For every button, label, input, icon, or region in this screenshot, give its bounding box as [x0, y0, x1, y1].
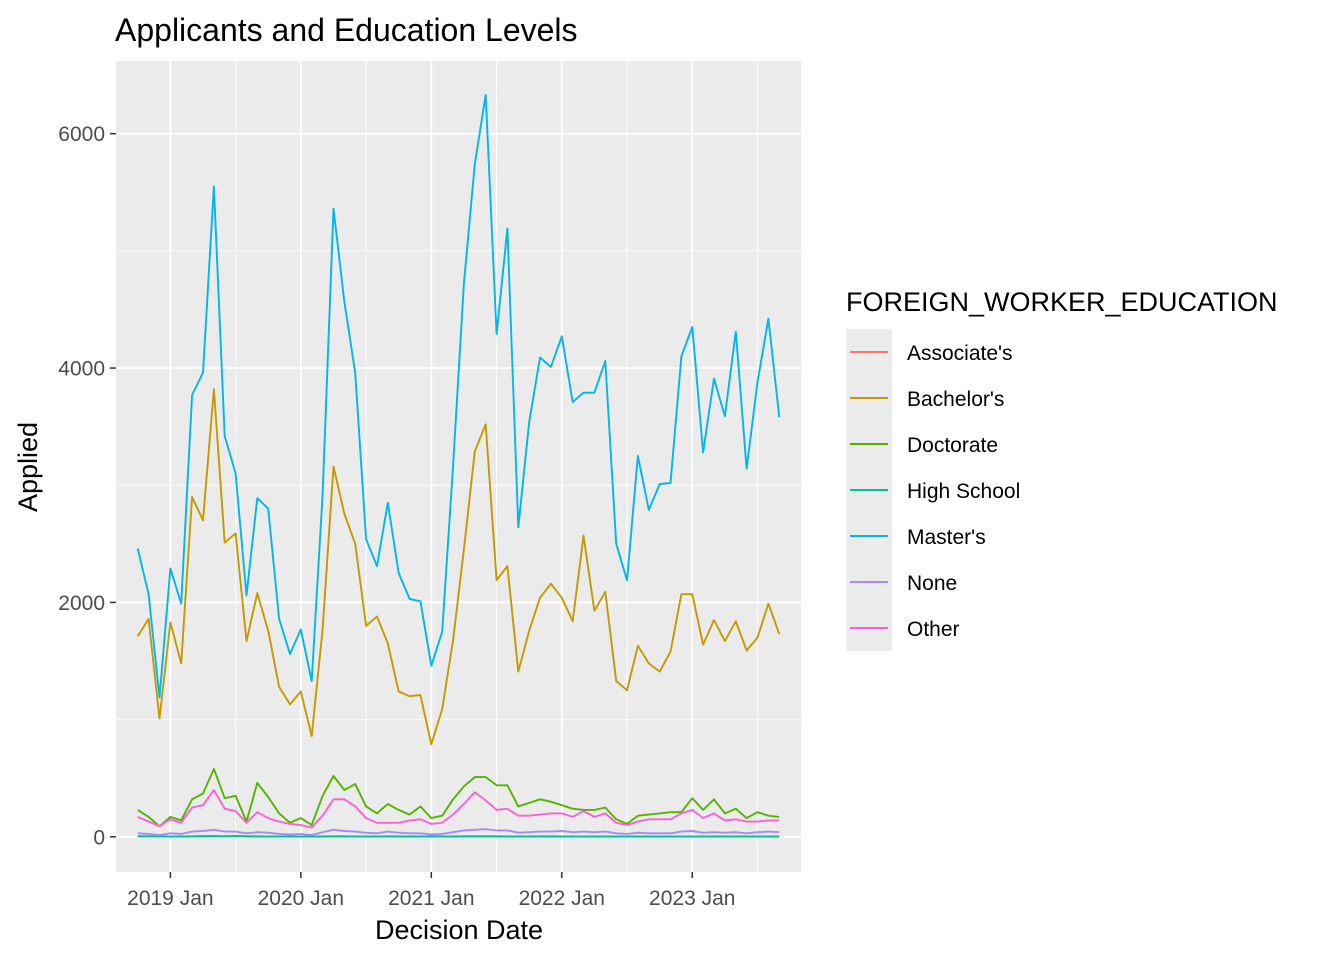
series-lines [136, 94, 781, 838]
minor-gridlines [116, 61, 801, 872]
x-tick-label: 2023 Jan [649, 887, 735, 910]
y-tick-label: 4000 [58, 358, 105, 381]
legend-label-associate-s: Associate's [907, 342, 1013, 365]
plot-panel [116, 61, 801, 872]
series-line-doctorate [137, 767, 780, 828]
y-axis: 0 2000 4000 6000 [58, 123, 116, 849]
series-line-high-school [137, 835, 780, 838]
legend-label-other: Other [907, 618, 960, 641]
x-tick-label: 2022 Jan [519, 887, 605, 910]
legend-title: FOREIGN_WORKER_EDUCATION [846, 287, 1278, 317]
x-axis: 2019 Jan 2020 Jan 2021 Jan 2022 Jan 2023 Jan [127, 872, 735, 910]
x-axis-title: Decision Date [375, 915, 543, 945]
legend-items: Associate's Bachelor's Doctorate High Schoo… [850, 342, 1020, 641]
series-line-other [137, 789, 780, 829]
legend: FOREIGN_WORKER_EDUCATION Associate's Bach… [846, 287, 1278, 651]
x-tick-label: 2019 Jan [127, 887, 213, 910]
series-line-master-s [136, 94, 781, 699]
series-line-none [137, 828, 780, 837]
x-tick-label: 2021 Jan [388, 887, 474, 910]
legend-label-none: None [907, 572, 957, 595]
legend-label-high-school: High School [907, 480, 1020, 503]
series-line-bachelor-s [136, 388, 781, 746]
y-tick-label: 0 [93, 826, 105, 849]
legend-label-master-s: Master's [907, 526, 986, 549]
y-tick-label: 2000 [58, 592, 105, 615]
chart-title: Applicants and Education Levels [115, 12, 578, 48]
x-tick-label: 2020 Jan [258, 887, 344, 910]
legend-label-bachelor-s: Bachelor's [907, 388, 1004, 411]
legend-label-doctorate: Doctorate [907, 434, 998, 457]
y-tick-label: 6000 [58, 123, 105, 146]
y-axis-title: Applied [13, 422, 43, 512]
